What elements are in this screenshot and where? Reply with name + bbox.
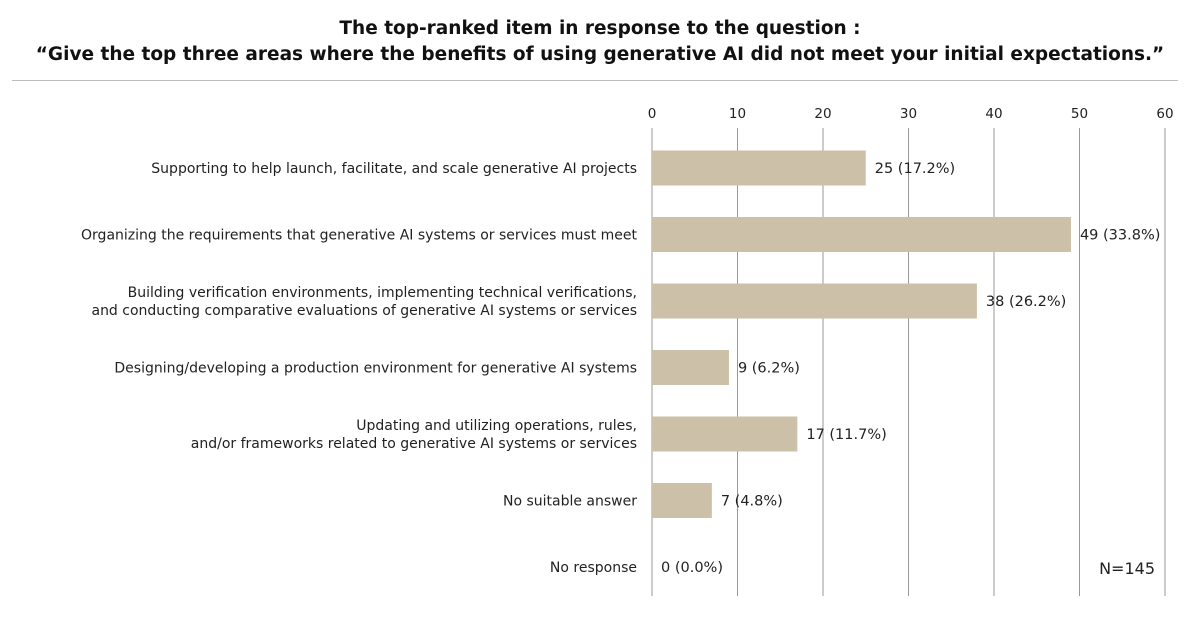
data-label: 49 (33.8%): [1080, 228, 1160, 244]
category-label: No response: [550, 560, 637, 576]
bar: [652, 217, 1071, 252]
category-label: Supporting to help launch, facilitate, a…: [151, 161, 637, 177]
data-labels: 25 (17.2%) 49 (33.8%) 38 (26.2%) 9 (6.2%) 17…: [661, 161, 1160, 576]
bar: [652, 416, 798, 452]
bar: [652, 283, 977, 319]
bar: [652, 483, 712, 518]
category-label: Designing/developing a production enviro…: [114, 361, 637, 377]
bar: [652, 350, 729, 385]
data-label: 25 (17.2%): [875, 161, 955, 177]
x-axis-ticks: 0 10 20 30 40 50 60: [648, 106, 1174, 122]
category-labels: Supporting to help launch, facilitate, a…: [81, 161, 637, 576]
title-divider: [12, 80, 1178, 81]
bars: [652, 150, 1071, 518]
sample-size-annotation: N=145: [1099, 559, 1155, 578]
data-label: 17 (11.7%): [806, 427, 886, 443]
data-label: 9 (6.2%): [738, 361, 800, 377]
x-tick-label: 20: [814, 106, 831, 122]
data-label: 38 (26.2%): [986, 294, 1066, 310]
data-label: 0 (0.0%): [661, 560, 723, 576]
x-tick-label: 30: [900, 106, 917, 122]
bar: [652, 150, 866, 186]
data-label: 7 (4.8%): [721, 494, 783, 510]
x-tick-label: 40: [985, 106, 1002, 122]
x-tick-label: 50: [1071, 106, 1088, 122]
x-tick-label: 60: [1156, 106, 1173, 122]
category-label: No suitable answer: [503, 494, 637, 510]
category-label: Building verification environments, impl…: [91, 285, 637, 319]
chart-title-line-2: “Give the top three areas where the bene…: [35, 44, 1165, 65]
chart-title-line-1: The top-ranked item in response to the q…: [339, 18, 861, 39]
x-tick-label: 0: [648, 106, 657, 122]
category-label: Organizing the requirements that generat…: [81, 228, 637, 244]
x-tick-label: 10: [729, 106, 746, 122]
category-label: Updating and utilizing operations, rules…: [191, 418, 637, 452]
chart-title: The top-ranked item in response to the q…: [0, 16, 1200, 68]
